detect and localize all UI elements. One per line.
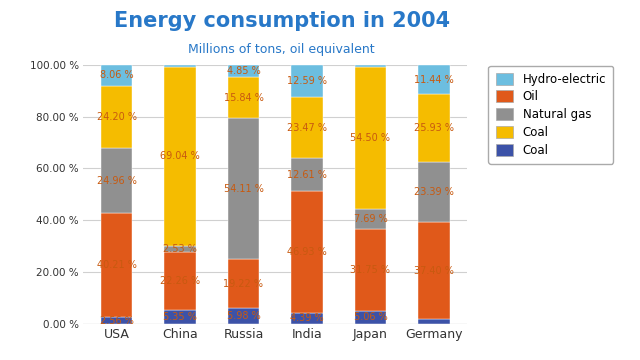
Bar — [355, 65, 387, 67]
Text: Energy consumption in 2004: Energy consumption in 2004 — [113, 11, 450, 31]
Bar — [418, 94, 450, 162]
Text: 12.59 %: 12.59 % — [287, 76, 327, 86]
Text: 2.56 %: 2.56 % — [100, 316, 134, 326]
Bar — [355, 67, 387, 209]
Text: 5.98 %: 5.98 % — [227, 311, 260, 321]
Text: 46.93 %: 46.93 % — [287, 247, 327, 257]
Bar — [291, 191, 323, 312]
Text: 23.39 %: 23.39 % — [414, 187, 454, 197]
Bar — [100, 65, 132, 86]
Text: 25.93 %: 25.93 % — [414, 123, 454, 133]
Text: 7.69 %: 7.69 % — [353, 213, 387, 224]
Bar — [355, 229, 387, 311]
Bar — [418, 162, 450, 222]
Bar — [228, 309, 259, 324]
Bar — [291, 312, 323, 324]
Text: 15.84 %: 15.84 % — [223, 93, 264, 103]
Bar — [164, 67, 196, 246]
Bar — [418, 222, 450, 319]
Text: 19.22 %: 19.22 % — [223, 279, 264, 289]
Text: 40.21 %: 40.21 % — [97, 260, 136, 270]
Bar — [164, 65, 196, 67]
Bar — [418, 319, 450, 324]
Text: 4.39 %: 4.39 % — [290, 313, 324, 323]
Text: 2.53 %: 2.53 % — [163, 244, 197, 254]
Text: 22.26 %: 22.26 % — [160, 276, 200, 286]
Text: 12.61 %: 12.61 % — [287, 170, 327, 180]
Bar — [164, 310, 196, 324]
Text: 24.96 %: 24.96 % — [97, 176, 136, 186]
Text: 69.04 %: 69.04 % — [160, 152, 200, 161]
Text: 24.20 %: 24.20 % — [97, 112, 136, 122]
Bar — [164, 246, 196, 252]
Legend: Hydro-electric, Oil, Natural gas, Coal, Coal: Hydro-electric, Oil, Natural gas, Coal, … — [488, 66, 613, 164]
Text: 4.85 %: 4.85 % — [227, 66, 260, 76]
Text: 37.40 %: 37.40 % — [414, 266, 454, 276]
Text: 5.35 %: 5.35 % — [163, 312, 197, 322]
Text: 54.50 %: 54.50 % — [351, 133, 390, 143]
Text: 11.44 %: 11.44 % — [414, 75, 454, 85]
Bar — [164, 252, 196, 310]
Bar — [291, 158, 323, 191]
Bar — [228, 65, 259, 77]
Bar — [100, 148, 132, 213]
Bar — [355, 311, 387, 324]
Bar — [100, 86, 132, 148]
Text: 31.75 %: 31.75 % — [351, 265, 390, 275]
Text: 23.47 %: 23.47 % — [287, 123, 327, 133]
Bar — [291, 65, 323, 98]
Text: Millions of tons, oil equivalent: Millions of tons, oil equivalent — [188, 43, 375, 56]
Bar — [228, 259, 259, 309]
Bar — [355, 209, 387, 229]
Text: 54.11 %: 54.11 % — [223, 184, 264, 194]
Text: 5.06 %: 5.06 % — [353, 312, 387, 323]
Bar — [100, 318, 132, 324]
Text: 8.06 %: 8.06 % — [100, 70, 133, 80]
Bar — [228, 77, 259, 118]
Bar — [228, 118, 259, 259]
Bar — [291, 98, 323, 158]
Bar — [418, 65, 450, 94]
Bar — [100, 213, 132, 318]
